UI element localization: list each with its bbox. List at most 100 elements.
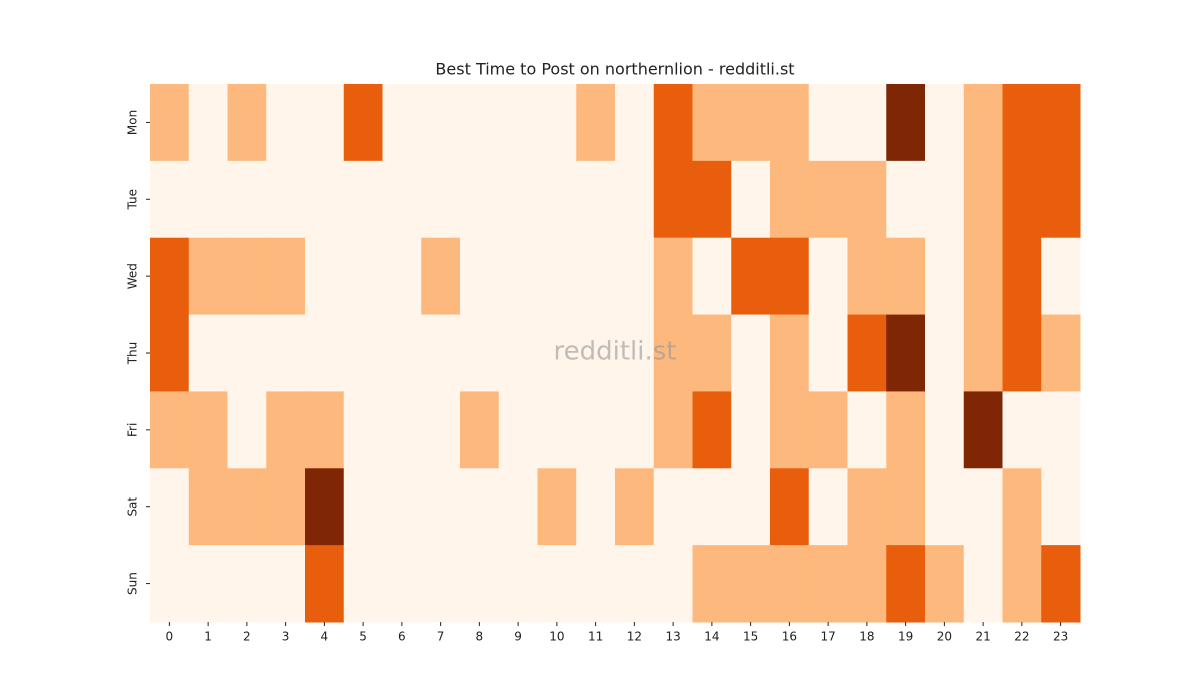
heatmap-cell	[460, 237, 500, 316]
heatmap-cell	[808, 545, 848, 623]
x-tick-label: 2	[243, 630, 251, 644]
heatmap-cell	[963, 237, 1003, 316]
heatmap-cell	[615, 391, 655, 469]
heatmap-cell	[305, 391, 345, 469]
heatmap-cell	[343, 237, 383, 316]
heatmap-cell	[770, 237, 810, 316]
heatmap-cell	[770, 84, 810, 162]
heatmap-cell	[963, 468, 1003, 546]
y-tick-label: Sun	[126, 572, 140, 595]
x-tick-label: 3	[282, 630, 290, 644]
x-tick-label: 5	[359, 630, 367, 644]
heatmap-cell	[847, 468, 887, 546]
heatmap-cell	[692, 84, 732, 162]
heatmap-cell	[847, 314, 887, 392]
heatmap-cell	[808, 84, 848, 162]
heatmap-cell	[576, 545, 616, 623]
x-tick-label: 1	[204, 630, 212, 644]
heatmap-cell	[498, 84, 538, 162]
heatmap-cell	[343, 468, 383, 546]
heatmap-cell	[188, 237, 228, 316]
heatmap-cell	[460, 545, 500, 623]
heatmap-cell	[963, 84, 1003, 162]
heatmap-cell	[1041, 84, 1081, 162]
heatmap-cell	[925, 314, 965, 392]
heatmap-cell	[498, 468, 538, 546]
heatmap-cell	[498, 237, 538, 316]
heatmap-cell	[615, 237, 655, 316]
heatmap-cell	[963, 545, 1003, 623]
heatmap-cell	[925, 237, 965, 316]
x-tick-label: 23	[1053, 630, 1068, 644]
x-tick-label: 20	[937, 630, 952, 644]
heatmap-cell	[421, 314, 461, 392]
x-tick-label: 4	[321, 630, 329, 644]
heatmap-cell	[188, 468, 228, 546]
heatmap-cell	[343, 391, 383, 469]
heatmap-cell	[731, 391, 771, 469]
heatmap-cell	[227, 391, 267, 469]
heatmap-cell	[421, 545, 461, 623]
heatmap-cell	[343, 84, 383, 162]
heatmap-cell	[576, 468, 616, 546]
heatmap-cell	[576, 391, 616, 469]
heatmap-cell	[925, 84, 965, 162]
heatmap-cell	[382, 237, 422, 316]
heatmap-cell	[1041, 160, 1081, 239]
heatmap-cell	[537, 314, 577, 392]
heatmap-cell	[808, 468, 848, 546]
heatmap-cell	[460, 160, 500, 239]
heatmap-cell	[150, 160, 190, 239]
x-tick-label: 19	[898, 630, 913, 644]
heatmap-cell	[305, 237, 345, 316]
heatmap-cell	[1002, 468, 1042, 546]
heatmap-cells	[150, 84, 1081, 623]
heatmap-cell	[731, 160, 771, 239]
heatmap-cell	[1002, 84, 1042, 162]
heatmap-cell	[382, 160, 422, 239]
heatmap-cell	[227, 468, 267, 546]
heatmap-cell	[188, 84, 228, 162]
heatmap-cell	[770, 314, 810, 392]
heatmap-cell	[460, 391, 500, 469]
heatmap-cell	[770, 468, 810, 546]
x-tick-label: 14	[704, 630, 719, 644]
heatmap-cell	[266, 391, 306, 469]
heatmap-cell	[227, 545, 267, 623]
heatmap-cell	[188, 314, 228, 392]
heatmap-cell	[382, 84, 422, 162]
heatmap-cell	[925, 160, 965, 239]
heatmap-cell	[150, 314, 190, 392]
heatmap-cell	[188, 391, 228, 469]
heatmap-cell	[963, 314, 1003, 392]
heatmap-cell	[731, 314, 771, 392]
heatmap-cell	[305, 160, 345, 239]
heatmap-cell	[1002, 391, 1042, 469]
heatmap-cell	[150, 391, 190, 469]
heatmap-cell	[1041, 237, 1081, 316]
heatmap-cell	[460, 314, 500, 392]
y-tick-label: Mon	[126, 110, 140, 135]
x-tick-label: 16	[782, 630, 797, 644]
heatmap-cell	[537, 160, 577, 239]
heatmap-cell	[925, 391, 965, 469]
heatmap-cell	[692, 545, 732, 623]
heatmap-cell	[886, 545, 926, 623]
heatmap-cell	[498, 545, 538, 623]
heatmap-cell	[886, 314, 926, 392]
x-tick-label: 15	[743, 630, 758, 644]
heatmap-cell	[343, 314, 383, 392]
heatmap-cell	[886, 237, 926, 316]
heatmap-cell	[537, 237, 577, 316]
heatmap-cell	[421, 84, 461, 162]
heatmap-cell	[653, 84, 693, 162]
x-tick-label: 11	[588, 630, 603, 644]
heatmap-cell	[305, 314, 345, 392]
x-tick-label: 6	[398, 630, 406, 644]
heatmap-cell	[382, 391, 422, 469]
heatmap-cell	[653, 237, 693, 316]
heatmap-cell	[498, 391, 538, 469]
heatmap-cell	[847, 545, 887, 623]
heatmap-cell	[731, 468, 771, 546]
